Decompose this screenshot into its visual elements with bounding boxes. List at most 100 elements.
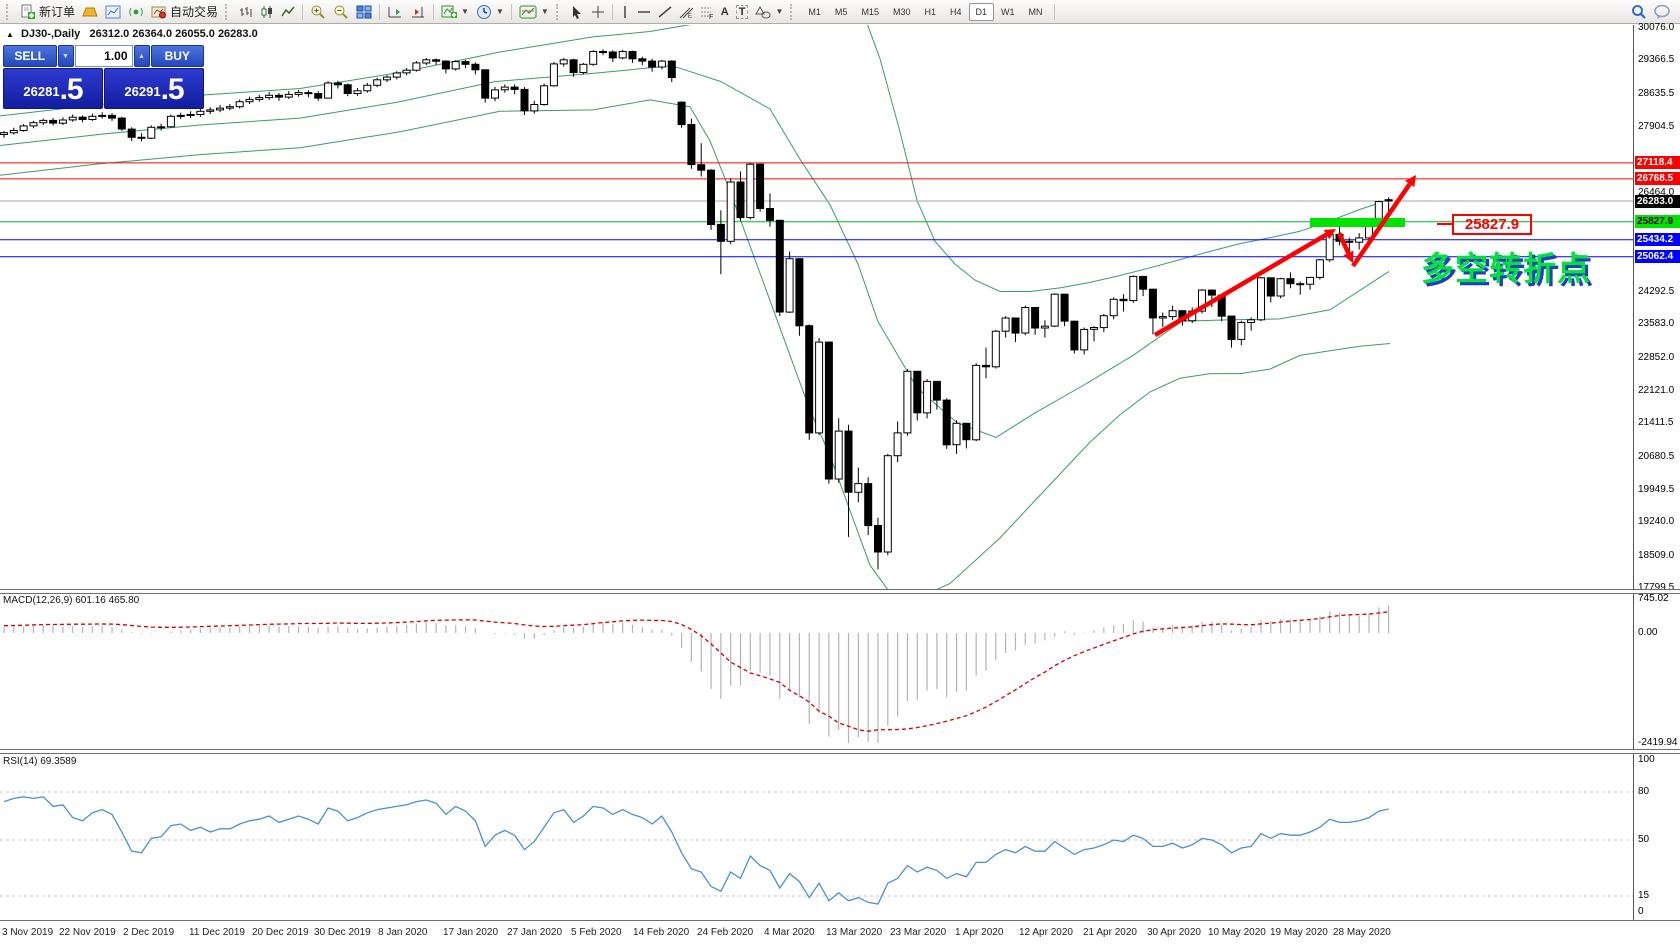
cursor-tool[interactable] — [567, 2, 587, 22]
timeframe-MN[interactable]: MN — [1028, 6, 1043, 17]
bar-chart-button[interactable] — [236, 2, 256, 22]
support-price-callout[interactable]: 25827.9 — [1452, 214, 1532, 235]
templates-icon — [519, 5, 537, 19]
candle-body — [225, 106, 234, 109]
chart-window[interactable]: ▲ DJ30-,Daily 26312.0 26364.0 26055.0 26… — [0, 22, 1680, 948]
gold-ingot-icon — [82, 6, 98, 18]
rsi-tick-100: 100 — [1638, 754, 1655, 765]
signal-button[interactable] — [125, 2, 147, 22]
auto-trading-button[interactable]: 自动交易 — [148, 2, 221, 22]
label-tool[interactable]: T — [733, 2, 752, 22]
timeframe-H4[interactable]: H4 — [949, 6, 962, 17]
chart-shift-button[interactable] — [384, 2, 406, 22]
crosshair-icon — [591, 5, 605, 19]
candle-body — [952, 422, 961, 446]
line-chart-button[interactable] — [278, 2, 298, 22]
trend-arrow[interactable] — [1336, 232, 1351, 254]
market-watch-button[interactable] — [102, 2, 124, 22]
tile-windows-button[interactable] — [353, 2, 375, 22]
chat-icon[interactable] — [1653, 4, 1671, 20]
candle-body — [1040, 325, 1049, 329]
zoom-in-button[interactable] — [307, 2, 329, 22]
sell-price-display[interactable]: 26281.5 — [3, 68, 103, 109]
buy-price-display[interactable]: 26291.5 — [104, 68, 204, 109]
candle-body — [373, 79, 382, 86]
vertical-line-tool[interactable] — [617, 2, 633, 22]
auto-trading-icon — [151, 5, 167, 19]
auto-trading-label: 自动交易 — [170, 5, 219, 19]
date-label: 1 Apr 2020 — [955, 927, 1004, 938]
trendline-tool[interactable] — [655, 2, 675, 22]
main-chart-pane[interactable] — [0, 25, 1633, 589]
date-label: 14 Feb 2020 — [633, 927, 690, 938]
new-order-label: 新订单 — [39, 5, 76, 19]
timeframe-M5[interactable]: M5 — [834, 6, 848, 17]
date-label: 21 Apr 2020 — [1083, 927, 1137, 938]
volume-increase-button[interactable]: ▲ — [133, 45, 150, 67]
crosshair-tool[interactable] — [588, 2, 608, 22]
candle-body — [1286, 278, 1295, 285]
zoom-out-button[interactable] — [330, 2, 352, 22]
sell-button[interactable]: SELL — [3, 45, 57, 67]
rsi-tick-80: 80 — [1638, 786, 1650, 797]
timeframe-W1[interactable]: W1 — [1001, 6, 1015, 17]
price-axis[interactable]: 30076.0 29366.5 28635.5 27904.5 26464.0 24292… — [1633, 22, 1680, 920]
horizontal-line-tool[interactable] — [634, 2, 654, 22]
timeframe-M15[interactable]: M15 — [861, 6, 879, 17]
price-tick-28635.5: 28635.5 — [1638, 88, 1675, 99]
candle-body — [942, 399, 951, 446]
chart-window-icon — [105, 5, 121, 19]
price-tick-18509.0: 18509.0 — [1638, 550, 1675, 561]
candle-body — [353, 90, 362, 95]
volume-decrease-button[interactable]: ▼ — [57, 45, 74, 67]
buy-button[interactable]: BUY — [150, 45, 204, 67]
candle-body — [0, 132, 8, 135]
rsi-pane[interactable] — [0, 753, 1633, 920]
turning-point-annotation[interactable]: 多空转折点 — [1421, 250, 1591, 287]
horizontal-line-icon — [637, 7, 651, 17]
gold-button[interactable] — [79, 2, 101, 22]
macd-pane[interactable] — [0, 592, 1633, 750]
auto-scroll-button[interactable] — [407, 2, 429, 22]
time-axis[interactable]: 3 Nov 2019 22 Nov 2019 2 Dec 2019 11 Dec 20… — [0, 920, 1680, 948]
fibonacci-icon: F — [700, 5, 714, 19]
candlestick-chart-button[interactable] — [257, 2, 277, 22]
support-zone-rect[interactable] — [1310, 218, 1405, 227]
date-label: 5 Feb 2020 — [571, 927, 622, 938]
channel-tool[interactable]: E — [676, 2, 696, 22]
fibonacci-tool[interactable]: F — [697, 2, 717, 22]
trend-arrow[interactable] — [1351, 182, 1412, 268]
candle-body — [540, 85, 549, 106]
price-tick-20680.5: 20680.5 — [1638, 451, 1675, 462]
candle-body — [1247, 319, 1256, 323]
templates-button[interactable]: ▼ — [516, 2, 552, 22]
volume-input[interactable]: 1.00 — [74, 45, 133, 67]
candle-body — [903, 370, 912, 434]
macd-tick-745.02: 745.02 — [1638, 593, 1669, 604]
candle-body — [991, 330, 1000, 368]
date-label: 3 Nov 2019 — [2, 927, 54, 938]
candle-body — [932, 380, 941, 401]
timeframe-D1[interactable]: D1 — [968, 2, 995, 21]
timeframe-H1[interactable]: H1 — [924, 6, 936, 17]
new-order-button[interactable]: 新订单 — [17, 2, 78, 22]
pane-separator[interactable] — [0, 589, 1680, 594]
timeframe-M30[interactable]: M30 — [892, 6, 911, 17]
candle-body — [216, 107, 224, 111]
bollinger-middle-band — [0, 65, 1390, 439]
collapse-icon[interactable]: ▲ — [6, 30, 14, 39]
candle-body — [1345, 240, 1354, 243]
toolbar-separator — [611, 3, 613, 20]
date-label: 28 May 2020 — [1333, 927, 1391, 938]
search-icon[interactable] — [1631, 4, 1647, 20]
periods-button[interactable]: ▼ — [473, 2, 507, 22]
text-tool[interactable]: A — [718, 2, 732, 22]
timeframe-M1[interactable]: M1 — [808, 6, 821, 17]
bollinger-upper-band — [0, 25, 1391, 292]
trend-arrow[interactable] — [1153, 232, 1328, 337]
shapes-tool[interactable]: ▼ — [752, 2, 786, 22]
indicators-button[interactable]: ▼ — [438, 2, 472, 22]
price-tick-23583.0: 23583.0 — [1638, 318, 1675, 329]
candle-body — [756, 163, 765, 209]
pane-separator[interactable] — [0, 749, 1680, 754]
